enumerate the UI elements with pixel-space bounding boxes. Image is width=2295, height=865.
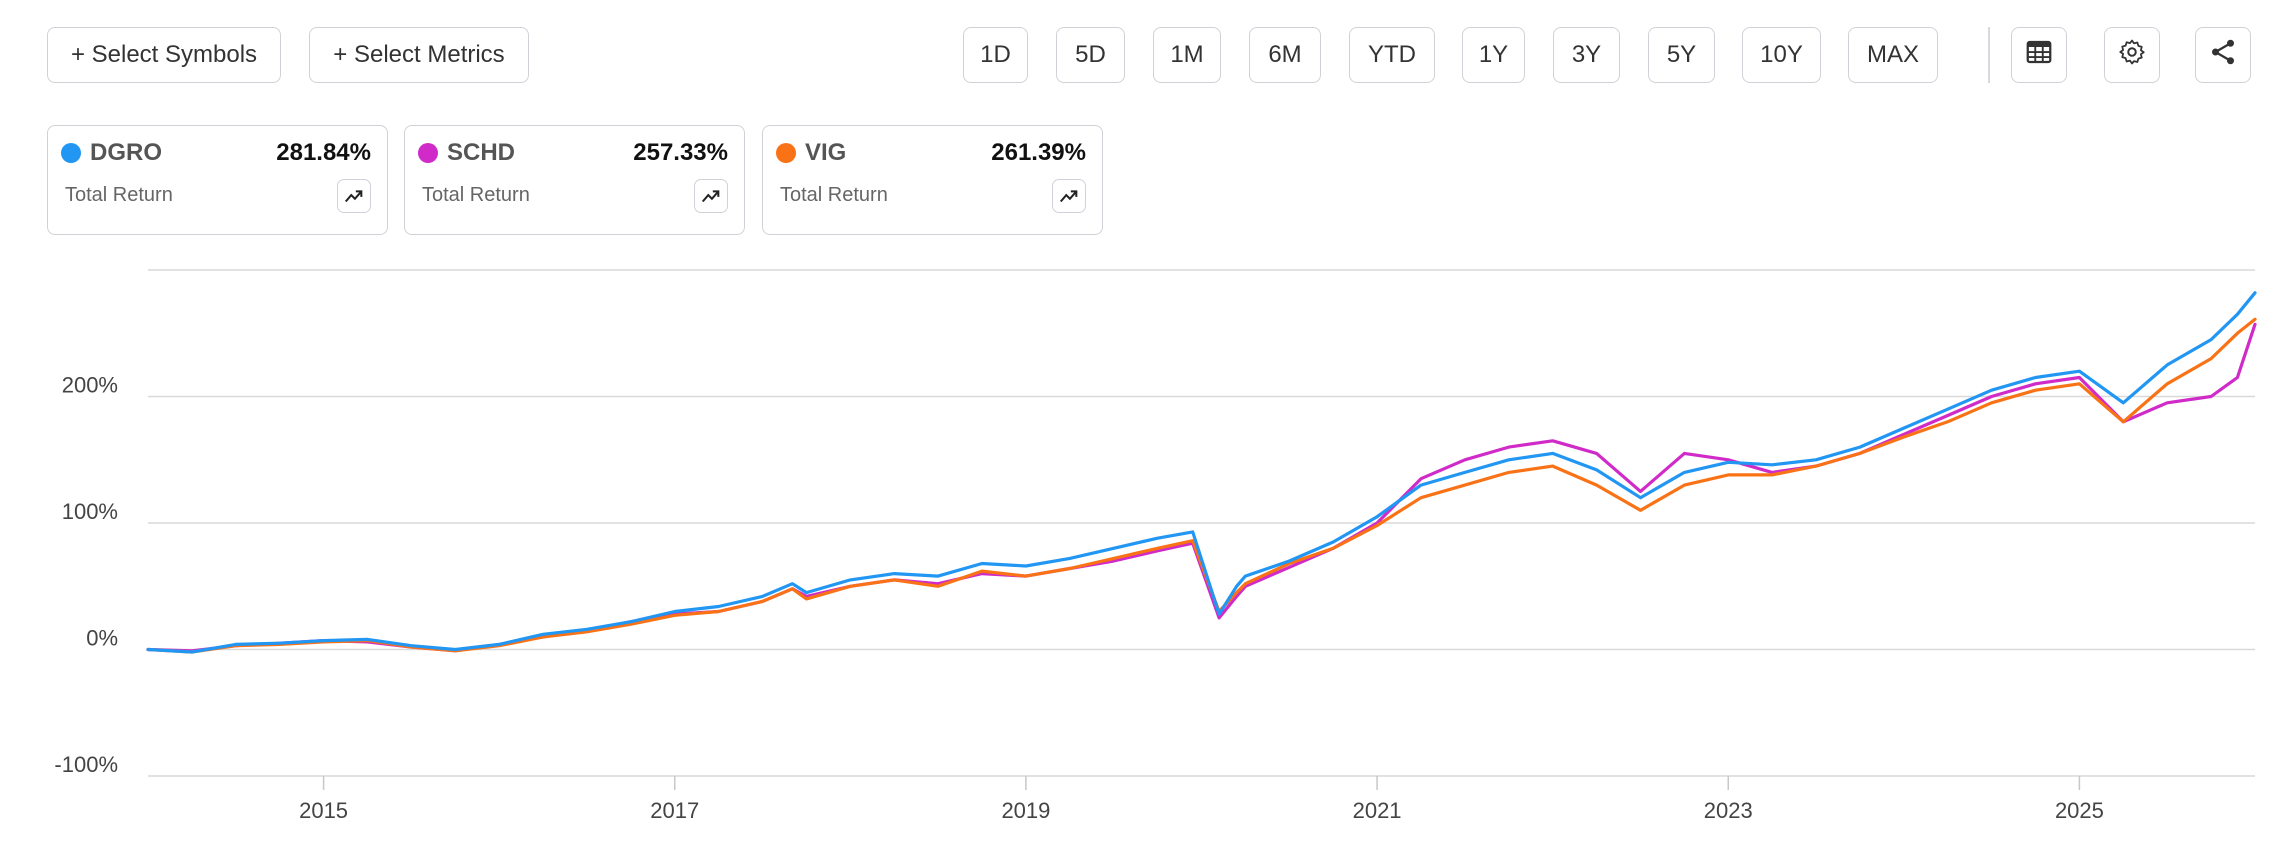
settings-gear-icon xyxy=(2117,37,2147,74)
range-label: MAX xyxy=(1867,41,1920,68)
x-tick-label: 2017 xyxy=(650,798,699,823)
total-return-line-chart: 200% 100% 0% -100% 2015 2017 2019 2021 2023 2025 xyxy=(54,269,2257,823)
select-symbols-button[interactable]: + Select Symbols xyxy=(47,27,281,83)
select-symbols-label: + Select Symbols xyxy=(70,41,258,68)
card-value: 257.33% xyxy=(633,139,728,166)
range-5y-button[interactable]: 5Y xyxy=(1648,27,1715,83)
trend-up-icon xyxy=(1059,190,1078,203)
grid-lines xyxy=(148,269,2255,777)
y-tick-label: 200% xyxy=(62,373,118,398)
trend-chart-button[interactable] xyxy=(1052,179,1086,213)
card-metric: Total Return xyxy=(65,184,173,206)
x-tick-label: 2015 xyxy=(299,798,348,823)
range-ytd-button[interactable]: YTD xyxy=(1349,27,1435,83)
series-line-schd xyxy=(146,322,2257,653)
range-1m-button[interactable]: 1M xyxy=(1153,27,1221,83)
series-color-dot xyxy=(776,143,796,163)
trend-up-icon xyxy=(701,190,720,203)
card-value: 281.84% xyxy=(276,139,371,166)
range-3y-button[interactable]: 3Y xyxy=(1553,27,1620,83)
range-label: 3Y xyxy=(1571,41,1602,68)
card-symbol: DGRO xyxy=(90,139,162,166)
x-tick-label: 2025 xyxy=(2055,798,2104,823)
range-label: 1Y xyxy=(1478,41,1509,68)
trend-chart-button[interactable] xyxy=(694,179,728,213)
trend-chart-button[interactable] xyxy=(337,179,371,213)
card-symbol: SCHD xyxy=(447,139,516,166)
range-label: 10Y xyxy=(1760,41,1803,68)
series-color-dot xyxy=(61,143,81,163)
range-10y-button[interactable]: 10Y xyxy=(1742,27,1821,83)
y-axis-ticks: 200% 100% 0% -100% xyxy=(54,373,118,778)
y-tick-label: 0% xyxy=(86,626,118,651)
range-label: 5Y xyxy=(1666,41,1697,68)
share-button[interactable] xyxy=(2195,27,2251,83)
range-5d-button[interactable]: 5D xyxy=(1056,27,1125,83)
x-axis-ticks: 2015 2017 2019 2021 2023 2025 xyxy=(299,776,2104,823)
symbol-card-dgro[interactable]: DGRO 281.84% Total Return xyxy=(47,125,388,235)
toolbar-divider xyxy=(1988,27,1990,83)
x-tick-label: 2019 xyxy=(1001,798,1050,823)
series-line-vig xyxy=(146,317,2257,654)
range-max-button[interactable]: MAX xyxy=(1848,27,1938,83)
table-icon xyxy=(2024,37,2054,74)
select-metrics-button[interactable]: + Select Metrics xyxy=(309,27,529,83)
table-view-button[interactable] xyxy=(2011,27,2067,83)
range-label: 6M xyxy=(1268,41,1302,68)
range-6m-button[interactable]: 6M xyxy=(1249,27,1321,83)
card-symbol: VIG xyxy=(805,139,847,166)
series-line-dgro xyxy=(146,291,2257,654)
range-1y-button[interactable]: 1Y xyxy=(1462,27,1525,83)
y-tick-label: 100% xyxy=(62,499,118,524)
range-label: 1D xyxy=(980,41,1011,68)
trend-up-icon xyxy=(344,190,363,203)
y-tick-label: -100% xyxy=(54,752,118,777)
range-1d-button[interactable]: 1D xyxy=(963,27,1028,83)
x-tick-label: 2023 xyxy=(1704,798,1753,823)
card-metric: Total Return xyxy=(422,184,530,206)
symbol-card-vig[interactable]: VIG 261.39% Total Return xyxy=(762,125,1103,235)
range-label: YTD xyxy=(1368,41,1416,68)
symbol-card-schd[interactable]: SCHD 257.33% Total Return xyxy=(404,125,745,235)
card-value: 261.39% xyxy=(991,139,1086,166)
x-tick-label: 2021 xyxy=(1353,798,1402,823)
range-label: 1M xyxy=(1170,41,1204,68)
share-icon xyxy=(2208,37,2238,74)
series-lines xyxy=(146,291,2257,654)
card-metric: Total Return xyxy=(780,184,888,206)
settings-button[interactable] xyxy=(2104,27,2160,83)
range-label: 5D xyxy=(1075,41,1106,68)
select-metrics-label: + Select Metrics xyxy=(333,41,505,68)
series-color-dot xyxy=(418,143,438,163)
